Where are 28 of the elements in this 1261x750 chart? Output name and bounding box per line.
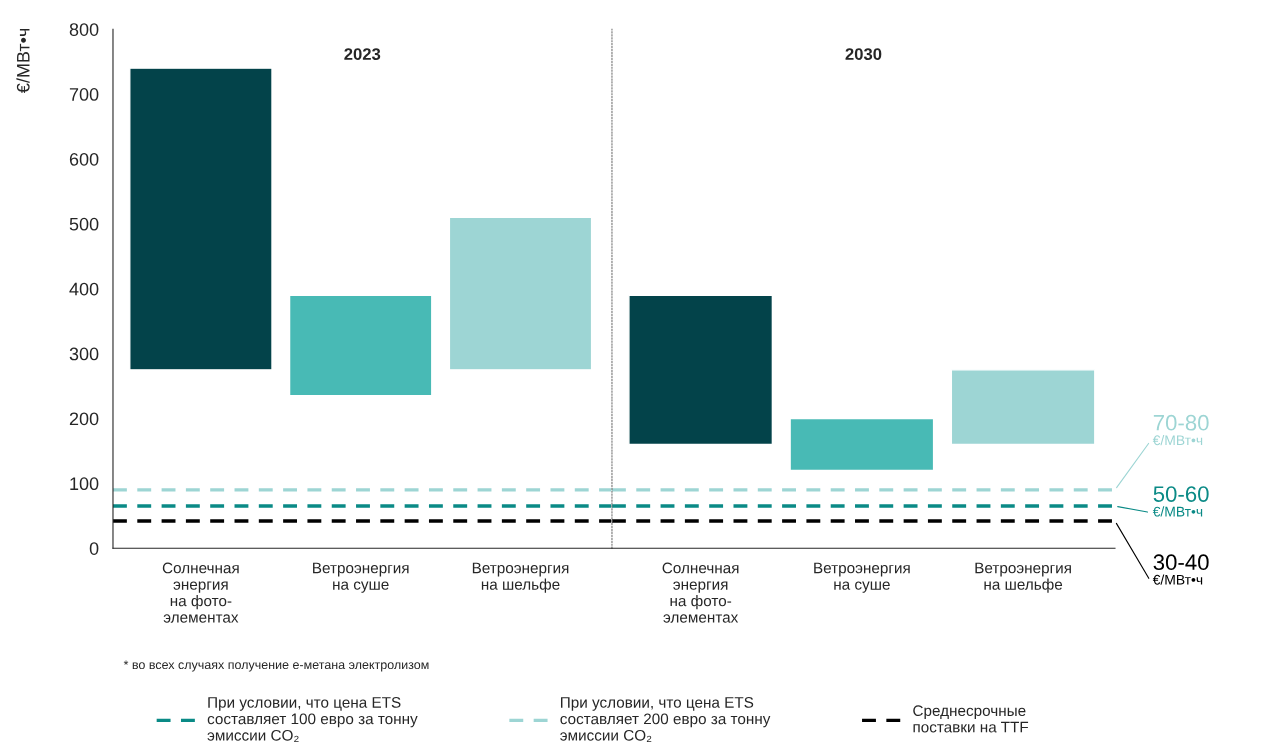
text: 2030 xyxy=(845,48,882,60)
bar xyxy=(448,216,593,371)
text: 2023 xyxy=(344,48,381,60)
y-tick-label: 500 xyxy=(69,217,99,231)
x-tick-label: Солнечная энергия на фото- элементах xyxy=(162,562,239,623)
legend-label: При условии, что цена ETS составляет 200 евро за тонну эмиссии CO₂ xyxy=(560,697,771,742)
y-tick-label: 600 xyxy=(69,152,99,166)
y-tick-label: 300 xyxy=(69,347,99,361)
ref-line-label: 50-60 €/МВт•ч xyxy=(1152,486,1209,517)
y-tick-label: 0 xyxy=(89,542,99,555)
bar xyxy=(288,294,433,397)
y-tick-label: 800 xyxy=(69,23,99,36)
bar xyxy=(129,67,273,371)
y-tick-label: 400 xyxy=(69,282,99,296)
ref-line-label: 70-80 €/МВт•ч xyxy=(1152,414,1209,446)
x-tick-label: Солнечная энергия на фото- элементах xyxy=(662,562,739,623)
x-tick-label: Ветроэнергия на суше xyxy=(313,562,409,593)
x-tick-label: Ветроэнергия на шельфе xyxy=(975,562,1071,593)
legend-label: Среднесрочные поставки на TTF xyxy=(913,705,1029,733)
x-tick-label: Ветроэнергия на суше xyxy=(814,562,910,593)
y-tick-label: 700 xyxy=(69,88,99,101)
ref-line-label: 30-40 €/МВт•ч xyxy=(1152,554,1209,585)
text: * во всех случаях получение e-метана электролизом xyxy=(123,660,429,672)
x-tick-label: Ветроэнергия на шельфе xyxy=(472,562,569,593)
y-tick-label: 200 xyxy=(69,412,99,426)
y-tick-label: 100 xyxy=(70,477,99,491)
legend-label: При условии, что цена ETS составляет 100 евро за тонну эмиссии CO₂ xyxy=(207,697,418,742)
y-axis-title: €/МВт•ч xyxy=(16,28,30,94)
